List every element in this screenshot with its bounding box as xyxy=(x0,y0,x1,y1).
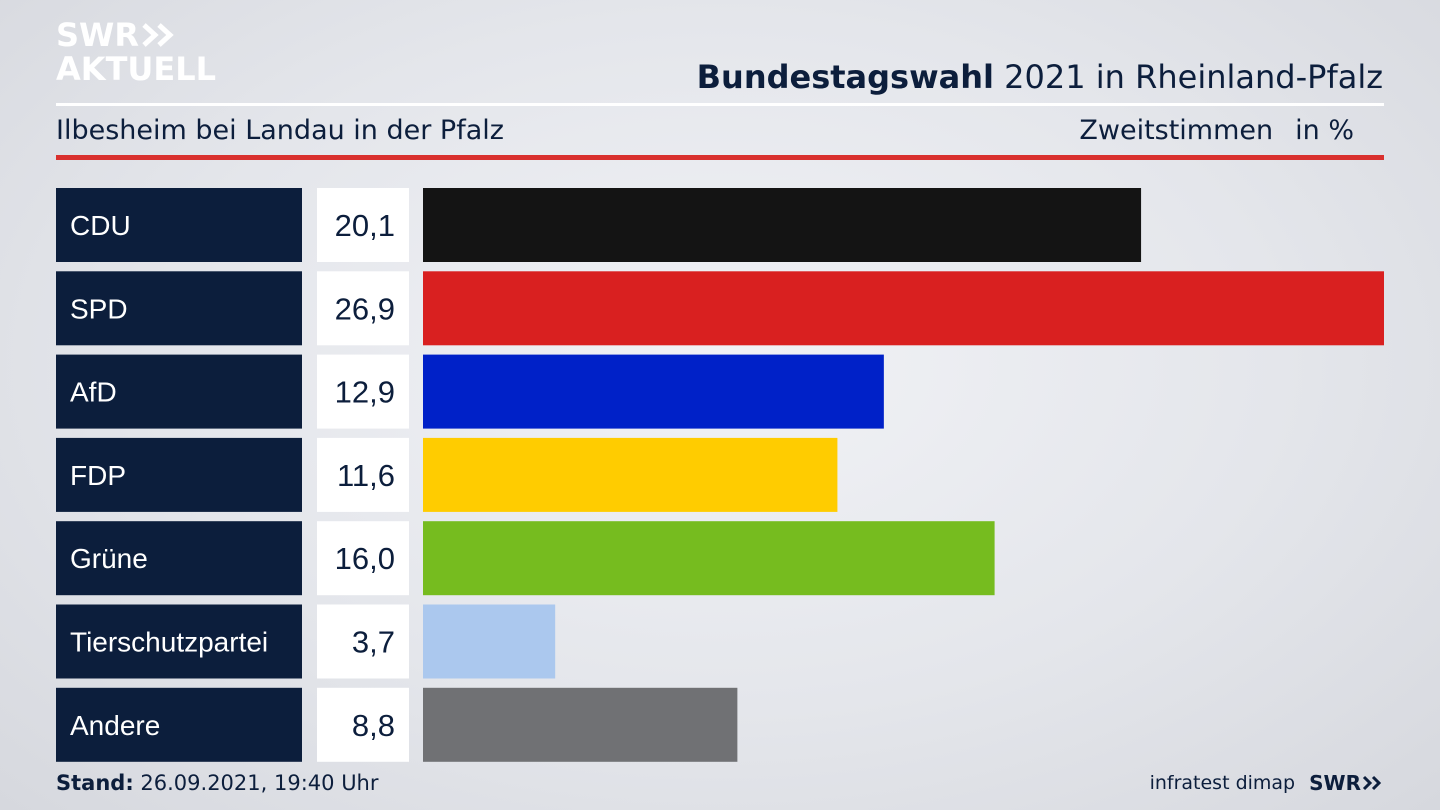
region-subtitle: Ilbesheim bei Landau in der Pfalz xyxy=(56,115,504,146)
party-label-box-gr-ne xyxy=(56,521,302,596)
value-box-andere xyxy=(317,687,409,762)
bar-afd xyxy=(423,354,884,429)
swr-brand-text: SWR xyxy=(1309,771,1361,795)
swr-aktuell-logo: SWR AKTUELL xyxy=(56,18,216,86)
stand-label: Stand: xyxy=(56,771,134,795)
title-rest: 2021 in Rheinland-Pfalz xyxy=(1004,58,1383,96)
value-label-spd: 26,9 xyxy=(335,291,395,326)
party-label-box-afd xyxy=(56,354,302,429)
party-label-box-andere xyxy=(56,687,302,762)
value-label-cdu: 20,1 xyxy=(335,208,395,243)
logo-text-aktuell: AKTUELL xyxy=(56,50,217,88)
stand-value: 26.09.2021, 19:40 Uhr xyxy=(140,771,379,795)
measure-name: Zweitstimmen xyxy=(1079,115,1274,146)
value-label-fdp: 11,6 xyxy=(337,458,395,493)
accent-divider xyxy=(56,155,1384,160)
party-label-spd: SPD xyxy=(70,293,128,324)
party-label-cdu: CDU xyxy=(70,210,131,241)
party-label-andere: Andere xyxy=(70,710,160,741)
bar-spd xyxy=(423,271,1384,346)
value-box-tierschutzpartei xyxy=(317,604,409,679)
party-label-tierschutzpartei: Tierschutzpartei xyxy=(70,627,268,658)
value-label-andere: 8,8 xyxy=(352,708,395,743)
party-label-box-fdp xyxy=(56,437,302,512)
bar-fdp xyxy=(423,437,838,512)
value-label-afd: 12,9 xyxy=(335,375,395,410)
party-label-box-spd xyxy=(56,271,302,346)
bar-tierschutzpartei xyxy=(423,604,556,679)
value-box-gr-ne xyxy=(317,521,409,596)
source-credit: infratest dimap SWR xyxy=(1150,771,1384,795)
value-label-tierschutzpartei: 3,7 xyxy=(352,625,395,660)
swr-brand: SWR xyxy=(1309,771,1384,795)
value-box-afd xyxy=(317,354,409,429)
page-title: Bundestagswahl 2021 in Rheinland-Pfalz xyxy=(697,58,1383,96)
double-chevron-right-icon xyxy=(1362,775,1382,791)
double-chevron-right-icon xyxy=(142,23,174,47)
unit-label: in % xyxy=(1295,115,1354,146)
value-label-gr-ne: 16,0 xyxy=(335,541,395,576)
logo-text-swr: SWR xyxy=(56,16,139,54)
measure-label: Zweitstimmen in % xyxy=(1079,115,1354,146)
source-name: infratest dimap xyxy=(1149,772,1296,794)
bar-andere xyxy=(423,687,738,762)
bar-cdu xyxy=(423,188,1142,262)
bar-gr-ne xyxy=(423,521,995,596)
value-box-spd xyxy=(317,271,409,346)
party-label-fdp: FDP xyxy=(70,460,126,491)
party-label-afd: AfD xyxy=(70,377,117,408)
value-box-fdp xyxy=(317,437,409,512)
party-label-box-tierschutzpartei xyxy=(56,604,302,679)
title-divider xyxy=(56,103,1384,106)
timestamp: Stand: 26.09.2021, 19:40 Uhr xyxy=(56,771,379,795)
title-bold: Bundestagswahl xyxy=(696,58,994,96)
party-label-gr-ne: Grüne xyxy=(70,543,148,574)
party-label-box-cdu xyxy=(56,188,302,262)
value-box-cdu xyxy=(317,188,409,262)
